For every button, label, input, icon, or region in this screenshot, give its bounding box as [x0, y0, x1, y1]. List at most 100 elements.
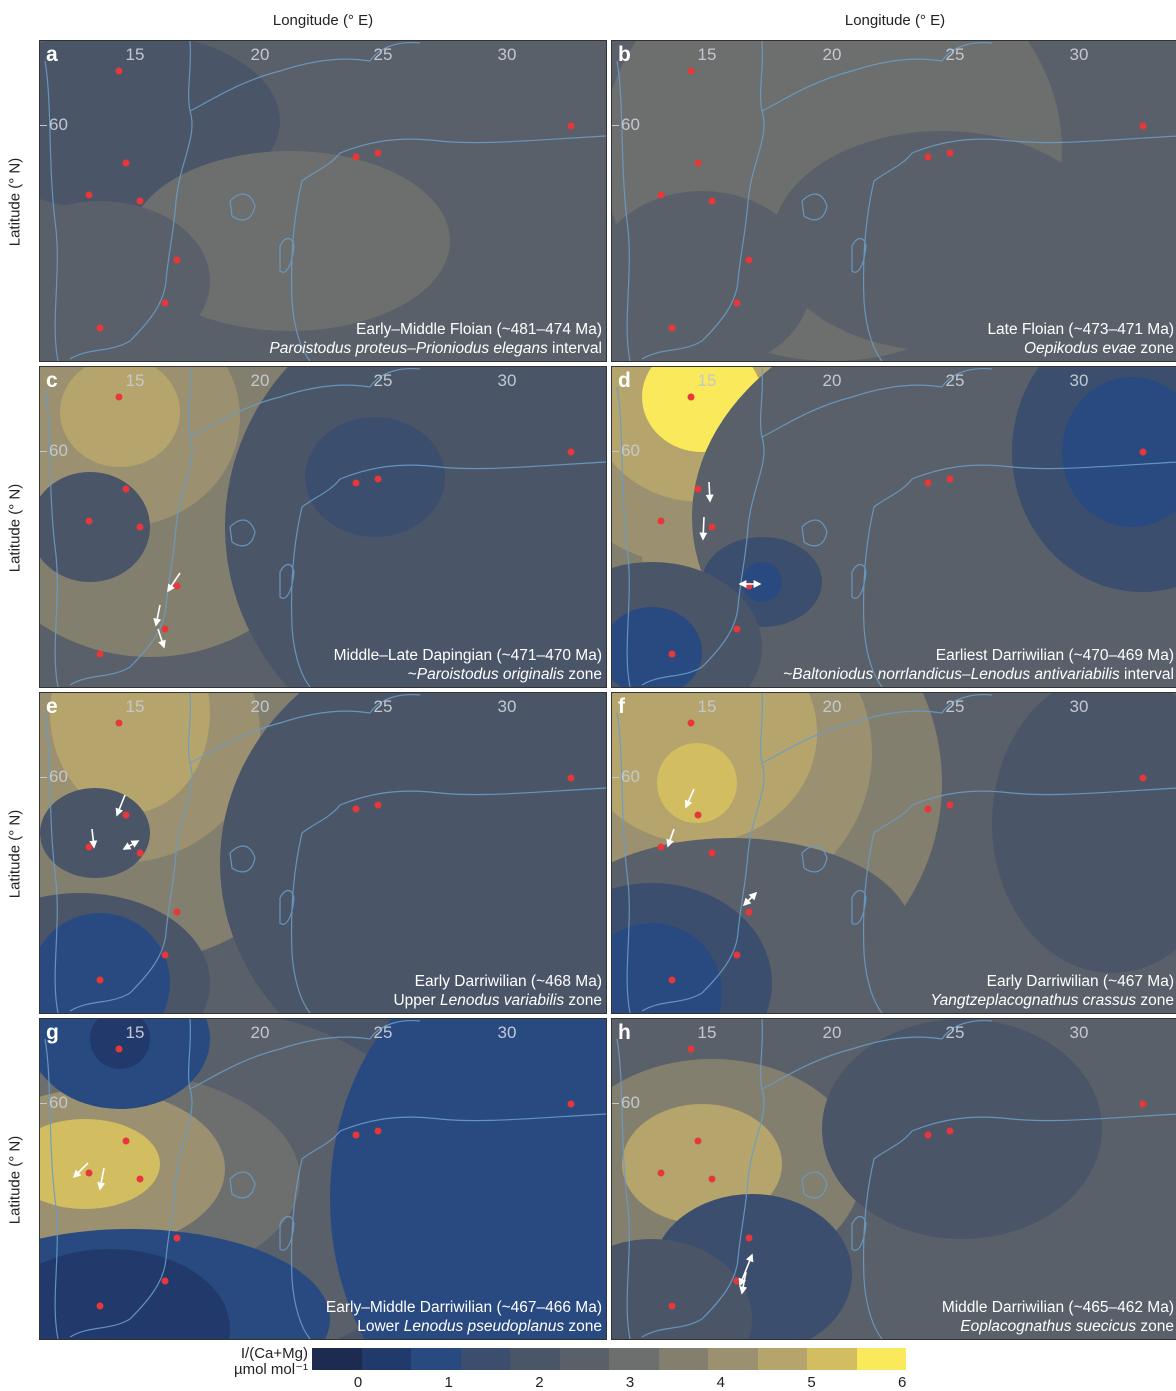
- site-marker: [745, 256, 753, 264]
- longitude-tick-label: 25: [945, 371, 965, 390]
- site-marker: [96, 650, 104, 658]
- contour-region: [657, 743, 737, 823]
- site-marker: [745, 1234, 753, 1242]
- shift-arrow: [699, 516, 708, 541]
- map-panel-b: b 15 20 25 30 60 Late Floian (~473–471 Ma) Oepi…: [611, 40, 1176, 362]
- site-marker: [161, 951, 169, 959]
- site-marker: [85, 1169, 93, 1177]
- contour-region: [305, 417, 445, 537]
- site-marker: [173, 582, 181, 590]
- stage-label: Early Darriwilian (~468 Ma): [414, 973, 602, 990]
- contour-region: [612, 923, 722, 1013]
- site-marker: [708, 849, 716, 857]
- latitude-tick-label: 60: [612, 115, 640, 135]
- shift-arrow: [666, 828, 675, 848]
- site-marker: [136, 1175, 144, 1183]
- longitude-tick-label: 20: [822, 371, 842, 390]
- colorbar-tick-label: 6: [898, 1374, 907, 1391]
- site-marker: [657, 191, 665, 199]
- coastline: [616, 41, 1176, 361]
- contour-region: [772, 131, 1112, 351]
- site-marker: [668, 976, 676, 984]
- site-marker: [733, 625, 741, 633]
- longitude-tick-label: 15: [697, 1023, 717, 1042]
- contour-region: [742, 562, 782, 602]
- map-panel-e: e 15 20 25 30 60 Early Darriwilian (~468 Ma) Up…: [39, 692, 607, 1014]
- colorbar-swatch: [708, 1348, 758, 1370]
- site-marker: [657, 843, 665, 851]
- shift-arrow: [72, 1162, 89, 1179]
- site-marker: [694, 159, 702, 167]
- longitude-tick-label: 15: [697, 45, 717, 64]
- longitude-tick-label: 30: [1069, 371, 1089, 390]
- map-panel-a: a 15 20 25 30 60 Early–Middle Floian (~481–474…: [39, 40, 607, 362]
- longitude-tick-label: 15: [697, 697, 717, 716]
- site-marker: [115, 393, 123, 401]
- site-marker: [687, 1045, 695, 1053]
- colorbar-swatch: [460, 1348, 510, 1370]
- map-panel-g: g 15 20 25 30 60 Early–Middle Darriwilian (~46…: [39, 1018, 607, 1340]
- site-marker: [85, 191, 93, 199]
- panel-caption: Early–Middle Darriwilian (~467–466 Ma) Lo…: [326, 1298, 602, 1336]
- site-marker: [352, 1131, 360, 1139]
- site-marker: [708, 523, 716, 531]
- longitude-tick-label: 15: [125, 45, 145, 64]
- contour-map: [40, 1019, 606, 1339]
- colorbar-tick-label: 0: [353, 1374, 363, 1391]
- site-marker: [946, 475, 954, 483]
- contour-region: [822, 1019, 1102, 1239]
- shift-arrow: [122, 840, 140, 850]
- shift-arrow: [153, 604, 162, 627]
- contour-map: [40, 41, 606, 361]
- coastline: [616, 1019, 1176, 1339]
- contour-region: [1062, 377, 1176, 527]
- panel-letter: c: [46, 369, 58, 392]
- contour-region: [220, 693, 606, 1013]
- contour-region: [225, 367, 606, 687]
- panel-caption: Earliest Darriwilian (~470–469 Ma) ~Balto…: [783, 646, 1174, 684]
- contour-region: [612, 607, 702, 687]
- map-panel-d: d 15 20 25 30 60 Earliest Darriwilian (~470–46…: [611, 366, 1176, 688]
- zone-label: ~Paroistodus originalis zone: [407, 666, 602, 683]
- zone-label: Lower Lenodus pseudoplanus zone: [357, 1318, 602, 1335]
- shift-arrow: [115, 794, 126, 817]
- zone-label: Oepikodus evae zone: [1024, 340, 1174, 357]
- stage-label: Middle Darriwilian (~465–462 Ma): [941, 1299, 1174, 1316]
- site-marker: [687, 393, 695, 401]
- contour-region: [60, 367, 180, 467]
- x-axis-title-left: Longitude (° E): [272, 12, 374, 29]
- contour-region: [40, 1249, 230, 1339]
- site-marker: [924, 479, 932, 487]
- colorbar-tick-label: 1: [444, 1374, 453, 1391]
- site-marker: [1139, 122, 1147, 130]
- longitude-tick-label: 20: [250, 1023, 270, 1042]
- stage-label: Early Darriwilian (~467 Ma): [986, 973, 1174, 990]
- site-marker: [122, 485, 130, 493]
- latitude-tick-label: 60: [40, 1093, 68, 1113]
- site-marker: [567, 1100, 575, 1108]
- zone-label: Upper Lenodus variabilis zone: [393, 992, 602, 1009]
- colorbar-swatch: [510, 1348, 560, 1370]
- site-marker: [946, 149, 954, 157]
- site-marker: [733, 299, 741, 307]
- map-panel-c: c 15 20 25 30 60 Middle–Late Dapingian (~471–4…: [39, 366, 607, 688]
- panel-letter: f: [618, 695, 625, 718]
- longitude-tick-label: 20: [822, 697, 842, 716]
- panel-letter: a: [46, 43, 58, 66]
- panel-caption: Middle–Late Dapingian (~471–470 Ma) ~Paro…: [334, 646, 602, 684]
- site-marker: [1139, 774, 1147, 782]
- coastline: [44, 1019, 606, 1339]
- panel-letter: h: [618, 1021, 631, 1044]
- colorbar-tick-label: 2: [535, 1374, 544, 1391]
- contour-region: [40, 913, 170, 1013]
- contour-region: [40, 472, 150, 582]
- latitude-tick-label: 60: [40, 767, 68, 787]
- site-marker: [161, 625, 169, 633]
- site-marker: [96, 1302, 104, 1310]
- panel-caption: Early Darriwilian (~467 Ma) Yangtzeplacog…: [930, 972, 1174, 1010]
- zone-label: Paroistodus proteus–Prioniodus elegans i…: [269, 340, 602, 357]
- zone-label: Yangtzeplacognathus crassus zone: [930, 992, 1174, 1009]
- site-marker: [96, 976, 104, 984]
- panel-caption: Early Darriwilian (~468 Ma) Upper Lenodus…: [393, 972, 602, 1010]
- longitude-tick-label: 20: [250, 371, 270, 390]
